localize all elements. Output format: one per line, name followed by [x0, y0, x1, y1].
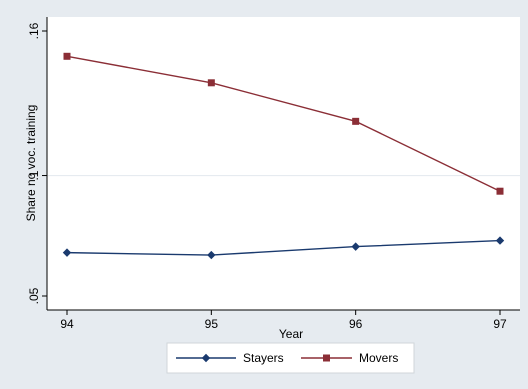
legend-marker-movers — [323, 354, 330, 362]
data-point-movers — [352, 117, 360, 125]
data-point-stayers — [351, 242, 360, 251]
data-point-movers — [207, 79, 215, 87]
y-axis-title: Share no voc. training — [24, 105, 38, 222]
data-point-stayers — [207, 250, 216, 260]
data-point-stayers — [495, 236, 505, 245]
data-point-movers — [63, 52, 71, 60]
series-line-stayers — [66, 239, 501, 256]
y-tick-label: .16 — [27, 22, 41, 39]
data-point-movers — [496, 187, 504, 195]
legend-label-stayers: Stayers — [243, 351, 284, 365]
y-tick-label: .05 — [27, 287, 41, 304]
x-tick-label: 96 — [349, 317, 363, 331]
y-tick-label: .1 — [27, 170, 41, 180]
legend-marker-stayers — [201, 353, 211, 363]
x-axis-title: Year — [279, 327, 303, 341]
x-tick-label: 94 — [60, 317, 74, 331]
data-point-stayers — [62, 248, 72, 257]
axes: .05 .1 .16 94 95 96 97 — [27, 17, 520, 331]
plot-area — [47, 17, 520, 310]
series-layer — [62, 52, 505, 260]
series-line-movers — [66, 55, 501, 192]
legend: Stayers Movers — [166, 342, 415, 374]
legend-label-movers: Movers — [359, 351, 398, 365]
x-tick-label: 97 — [493, 317, 507, 331]
x-tick-label: 95 — [205, 317, 219, 331]
